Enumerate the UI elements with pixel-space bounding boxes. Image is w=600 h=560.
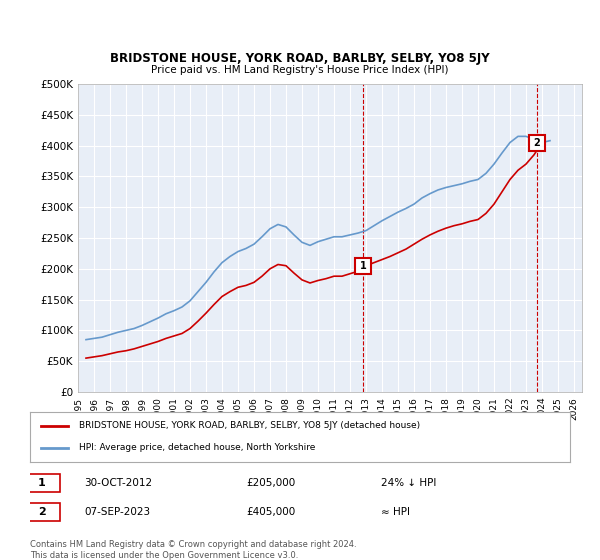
Text: £405,000: £405,000 [246, 507, 295, 517]
Text: BRIDSTONE HOUSE, YORK ROAD, BARLBY, SELBY, YO8 5JY: BRIDSTONE HOUSE, YORK ROAD, BARLBY, SELB… [110, 52, 490, 66]
Text: 2: 2 [533, 138, 540, 147]
Text: Price paid vs. HM Land Registry's House Price Index (HPI): Price paid vs. HM Land Registry's House … [151, 65, 449, 75]
FancyBboxPatch shape [25, 474, 60, 492]
Text: BRIDSTONE HOUSE, YORK ROAD, BARLBY, SELBY, YO8 5JY (detached house): BRIDSTONE HOUSE, YORK ROAD, BARLBY, SELB… [79, 421, 420, 430]
Text: 30-OCT-2012: 30-OCT-2012 [84, 478, 152, 488]
Text: HPI: Average price, detached house, North Yorkshire: HPI: Average price, detached house, Nort… [79, 444, 315, 452]
Text: 1: 1 [360, 261, 367, 270]
Text: 2: 2 [38, 507, 46, 517]
Text: 1: 1 [38, 478, 46, 488]
Text: 24% ↓ HPI: 24% ↓ HPI [381, 478, 436, 488]
Text: Contains HM Land Registry data © Crown copyright and database right 2024.
This d: Contains HM Land Registry data © Crown c… [30, 540, 356, 560]
FancyBboxPatch shape [25, 503, 60, 521]
Text: ≈ HPI: ≈ HPI [381, 507, 410, 517]
Text: 07-SEP-2023: 07-SEP-2023 [84, 507, 150, 517]
Text: £205,000: £205,000 [246, 478, 295, 488]
